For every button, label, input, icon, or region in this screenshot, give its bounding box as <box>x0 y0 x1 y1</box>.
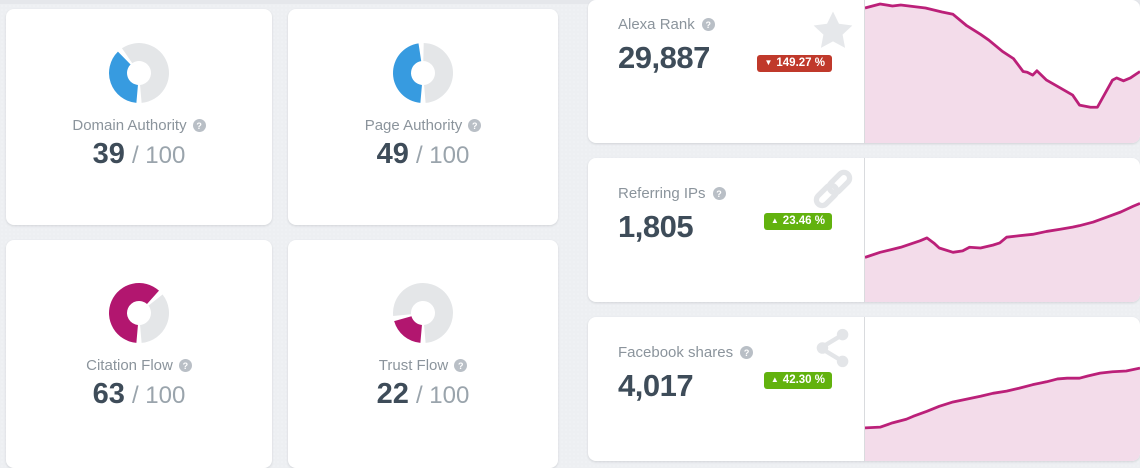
gauge-score: 22 / 100 <box>377 378 470 411</box>
score-max: / 100 <box>131 382 186 409</box>
score-value: 39 <box>92 138 125 170</box>
facebook-shares-sparkline <box>864 317 1140 461</box>
metric-value: 1,805 <box>618 209 694 244</box>
help-icon[interactable]: ? <box>454 359 468 372</box>
score-value: 63 <box>92 378 125 410</box>
star-icon[interactable] <box>810 8 856 54</box>
help-icon[interactable]: ? <box>468 119 482 132</box>
score-value: 22 <box>376 378 409 410</box>
metric-label: Referring IPs <box>618 185 706 202</box>
help-icon[interactable]: ? <box>701 18 715 31</box>
page-authority-card: Page Authority ? 49 / 100 <box>288 9 558 225</box>
domain-authority-card: Domain Authority ? 39 / 100 <box>6 9 272 225</box>
page-authority-donut <box>392 43 454 103</box>
metric-label: Facebook shares <box>618 344 734 361</box>
change-value: 149.27 % <box>776 57 825 69</box>
citation-flow-card: Citation Flow ? 63 / 100 <box>6 240 272 468</box>
gauge-score: 49 / 100 <box>377 138 470 171</box>
referring-ips-card: Referring IPs ? 1,805 ▲ 23.46 % <box>588 158 1140 302</box>
help-icon[interactable]: ? <box>740 346 754 359</box>
gauge-label: Page Authority <box>364 117 463 134</box>
score-max: / 100 <box>415 382 470 409</box>
gauge-label: Citation Flow <box>86 357 173 374</box>
score-max: / 100 <box>131 142 186 169</box>
chain-link-icon <box>810 166 856 212</box>
score-max: / 100 <box>415 142 470 169</box>
alexa-rank-sparkline <box>864 0 1140 143</box>
metric-value: 4,017 <box>618 368 694 403</box>
trend-arrow-icon: ▼ <box>764 58 773 67</box>
alexa-rank-card: Alexa Rank ? 29,887 ▼ 149.27 % <box>588 0 1140 143</box>
facebook-shares-card: Facebook shares ? 4,017 ▲ 42.30 % <box>588 317 1140 461</box>
gauge-label: Trust Flow <box>378 357 449 374</box>
change-value: 23.46 % <box>782 215 825 227</box>
change-badge: ▲ 42.30 % <box>763 372 832 389</box>
gauge-score: 63 / 100 <box>93 378 186 411</box>
metric-value: 29,887 <box>618 40 710 75</box>
change-value: 42.30 % <box>782 374 825 386</box>
help-icon[interactable]: ? <box>192 119 206 132</box>
trend-arrow-icon: ▲ <box>770 216 779 225</box>
trust-flow-card: Trust Flow ? 22 / 100 <box>288 240 558 468</box>
referring-ips-sparkline <box>864 158 1140 302</box>
trend-arrow-icon: ▲ <box>770 375 779 384</box>
gauge-score: 39 / 100 <box>93 138 186 171</box>
share-icon <box>810 325 856 371</box>
top-strip <box>0 0 1140 4</box>
metric-label: Alexa Rank <box>618 16 695 33</box>
gauge-label: Domain Authority <box>72 117 187 134</box>
score-value: 49 <box>376 138 409 170</box>
help-icon[interactable]: ? <box>178 359 192 372</box>
help-icon[interactable]: ? <box>712 187 726 200</box>
change-badge: ▲ 23.46 % <box>763 213 832 230</box>
domain-authority-donut <box>109 43 169 103</box>
citation-flow-donut <box>109 283 170 343</box>
change-badge: ▼ 149.27 % <box>757 55 832 72</box>
trust-flow-donut <box>392 283 453 343</box>
